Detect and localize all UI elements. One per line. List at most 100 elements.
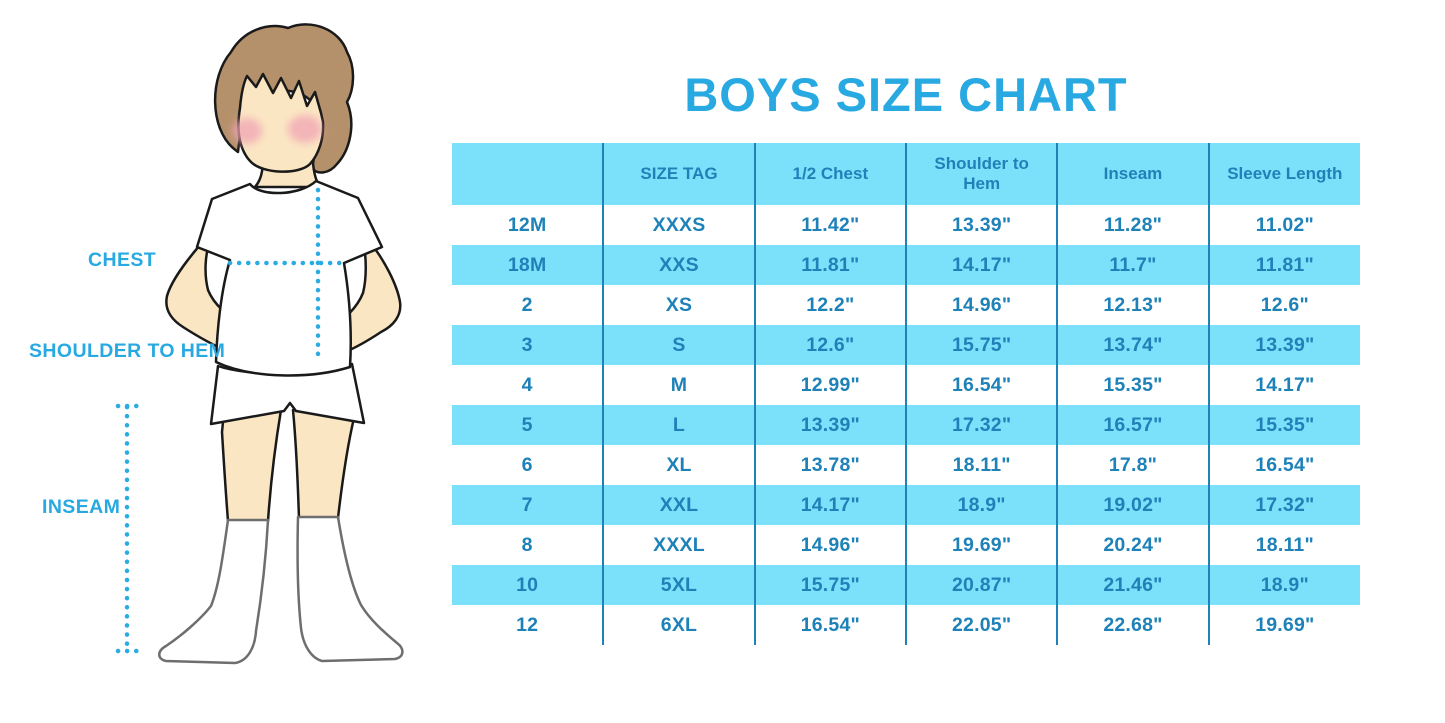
chest-label: CHEST [88, 249, 157, 271]
table-cell: 11.42" [753, 205, 906, 245]
table-cell: 15.35" [1056, 365, 1209, 405]
column-header: Sleeve Length [1207, 143, 1360, 205]
table-cell: 12.6" [1207, 285, 1360, 325]
table-row: 12M XXXS 11.42" 13.39" 11.28" 11.02" [452, 205, 1360, 245]
table-cell: 16.54" [904, 365, 1058, 405]
left-leg [220, 408, 283, 523]
row-label: 4 [521, 373, 533, 396]
table-cell: 13.39" [904, 205, 1058, 245]
table-cell: 17.32" [1207, 485, 1360, 525]
table-cell: 16.54" [1207, 445, 1360, 485]
table-row: 5 L 13.39" 17.32" 16.57" 15.35" [452, 405, 1360, 445]
table-cell: 20.24" [1056, 525, 1209, 565]
table-cell: 11.81" [1207, 245, 1360, 285]
table-cell: 12.13" [1056, 285, 1209, 325]
row-label: 3 [521, 333, 533, 356]
inseam-label: INSEAM [42, 496, 121, 518]
table-cell: 6XL [602, 605, 755, 645]
table-cell: XS [602, 285, 755, 325]
row-label: 6 [521, 453, 533, 476]
page-title: BOYS SIZE CHART [684, 68, 1128, 122]
table-cell: 13.78" [753, 445, 906, 485]
table-cell: 17.8" [1056, 445, 1209, 485]
table-cell: 14.96" [904, 285, 1058, 325]
size-table-body: 12M XXXS 11.42" 13.39" 11.28" 11.02" 18M XXS 11.… [452, 205, 1360, 645]
table-cell: 17.32" [904, 405, 1058, 445]
table-cell: 18.9" [904, 485, 1058, 525]
table-cell: M [602, 365, 755, 405]
table-cell: 13.39" [1207, 325, 1360, 365]
size-table: SIZE TAG 1/2 Chest Shoulder to Hem Inseam Sl… [452, 143, 1360, 645]
table-cell: 16.57" [1056, 405, 1209, 445]
socks [158, 515, 404, 665]
column-header: 1/2 Chest [753, 143, 906, 205]
table-cell: XXXL [602, 525, 755, 565]
table-cell: XXS [602, 245, 755, 285]
boy-figure-drawing [115, 23, 404, 665]
table-cell: 19.69" [904, 525, 1058, 565]
table-cell: 19.02" [1056, 485, 1209, 525]
table-cell: 16.54" [753, 605, 906, 645]
row-label: 5 [521, 413, 533, 436]
right-sock [296, 515, 404, 663]
table-cell: 15.35" [1207, 405, 1360, 445]
column-header: SIZE TAG [602, 143, 755, 205]
row-label: 10 [516, 573, 539, 596]
row-label: 8 [521, 533, 533, 556]
table-cell: 20.87" [904, 565, 1058, 605]
size-table-head: SIZE TAG 1/2 Chest Shoulder to Hem Inseam Sl… [452, 143, 1360, 205]
table-cell: 12.2" [753, 285, 906, 325]
table-row: 8 XXXL 14.96" 19.69" 20.24" 18.11" [452, 525, 1360, 565]
table-cell: 13.74" [1056, 325, 1209, 365]
measurement-lines [115, 187, 347, 654]
row-label: 18M [507, 253, 547, 276]
table-cell: 14.96" [753, 525, 906, 565]
table-row: 4 M 12.99" 16.54" 15.35" 14.17" [452, 365, 1360, 405]
shoulder-to-hem-label: SHOULDER TO HEM [29, 340, 226, 362]
table-cell: 14.17" [904, 245, 1058, 285]
table-cell: 15.75" [904, 325, 1058, 365]
legs [220, 408, 356, 523]
row-label: 7 [521, 493, 533, 516]
table-cell: 14.17" [753, 485, 906, 525]
row-label: 12M [507, 213, 547, 236]
table-cell: 14.17" [1207, 365, 1360, 405]
table-cell: 21.46" [1056, 565, 1209, 605]
table-cell: 18.9" [1207, 565, 1360, 605]
table-row: 18M XXS 11.81" 14.17" 11.7" 11.81" [452, 245, 1360, 285]
boy-illustration: CHEST SHOULDER TO HEM INSEAM [0, 0, 450, 723]
table-cell: 19.69" [1207, 605, 1360, 645]
table-row: 6 XL 13.78" 18.11" 17.8" 16.54" [452, 445, 1360, 485]
cheeks [232, 115, 322, 144]
table-cell: S [602, 325, 755, 365]
table-row: 2 XS 12.2" 14.96" 12.13" 12.6" [452, 285, 1360, 325]
table-row: 10 5XL 15.75" 20.87" 21.46" 18.9" [452, 565, 1360, 605]
table-cell: 11.7" [1056, 245, 1209, 285]
empty-corner-cell [452, 143, 603, 205]
table-cell: 22.05" [904, 605, 1058, 645]
table-cell: 13.39" [753, 405, 906, 445]
table-cell: 22.68" [1056, 605, 1209, 645]
table-cell: 12.99" [753, 365, 906, 405]
column-header: Inseam [1056, 143, 1209, 205]
table-cell: 12.6" [753, 325, 906, 365]
table-row: 3 S 12.6" 15.75" 13.74" 13.39" [452, 325, 1360, 365]
table-cell: 18.11" [904, 445, 1058, 485]
left-sock [158, 518, 270, 665]
table-cell: XL [602, 445, 755, 485]
table-cell: 11.02" [1207, 205, 1360, 245]
row-label: 2 [521, 293, 533, 316]
table-cell: 18.11" [1207, 525, 1360, 565]
table-cell: XXL [602, 485, 755, 525]
table-cell: 11.28" [1056, 205, 1209, 245]
table-row: 7 XXL 14.17" 18.9" 19.02" 17.32" [452, 485, 1360, 525]
right-leg [291, 408, 356, 520]
column-header: Shoulder to Hem [904, 143, 1058, 205]
table-cell: XXXS [602, 205, 755, 245]
table-cell: 11.81" [753, 245, 906, 285]
header-row: SIZE TAG 1/2 Chest Shoulder to Hem Inseam Sl… [452, 143, 1360, 205]
table-cell: L [602, 405, 755, 445]
t-shirt [195, 179, 384, 377]
table-row: 12 6XL 16.54" 22.05" 22.68" 19.69" [452, 605, 1360, 645]
